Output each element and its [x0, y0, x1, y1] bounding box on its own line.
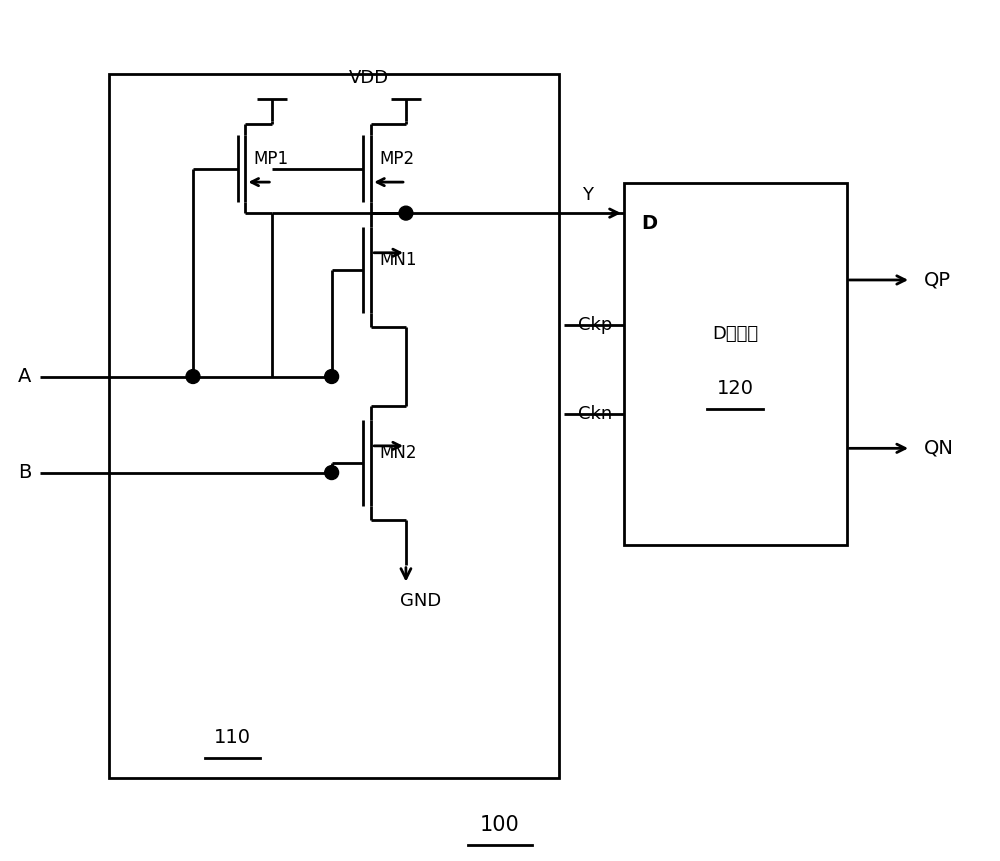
Text: Ckn: Ckn [578, 405, 612, 423]
Text: D: D [642, 214, 658, 232]
Text: A: A [18, 367, 31, 386]
Text: GND: GND [400, 592, 441, 610]
Text: B: B [18, 463, 31, 482]
Bar [109, 75, 559, 777]
Text: MN1: MN1 [379, 251, 417, 269]
Text: 120: 120 [717, 380, 754, 399]
Text: Ckp: Ckp [578, 315, 612, 333]
Text: QN: QN [924, 439, 954, 458]
Circle shape [186, 369, 200, 383]
Bar [624, 183, 847, 545]
Text: 100: 100 [480, 815, 520, 835]
Text: QP: QP [924, 270, 951, 289]
Text: MP1: MP1 [253, 150, 289, 168]
Text: MP2: MP2 [379, 150, 414, 168]
Text: D触发器: D触发器 [712, 325, 758, 344]
Text: VDD: VDD [349, 70, 389, 87]
Text: Y: Y [582, 186, 593, 204]
Text: MN2: MN2 [379, 444, 417, 462]
Text: 110: 110 [214, 728, 251, 747]
Circle shape [399, 206, 413, 220]
Circle shape [325, 369, 339, 383]
Circle shape [325, 466, 339, 480]
